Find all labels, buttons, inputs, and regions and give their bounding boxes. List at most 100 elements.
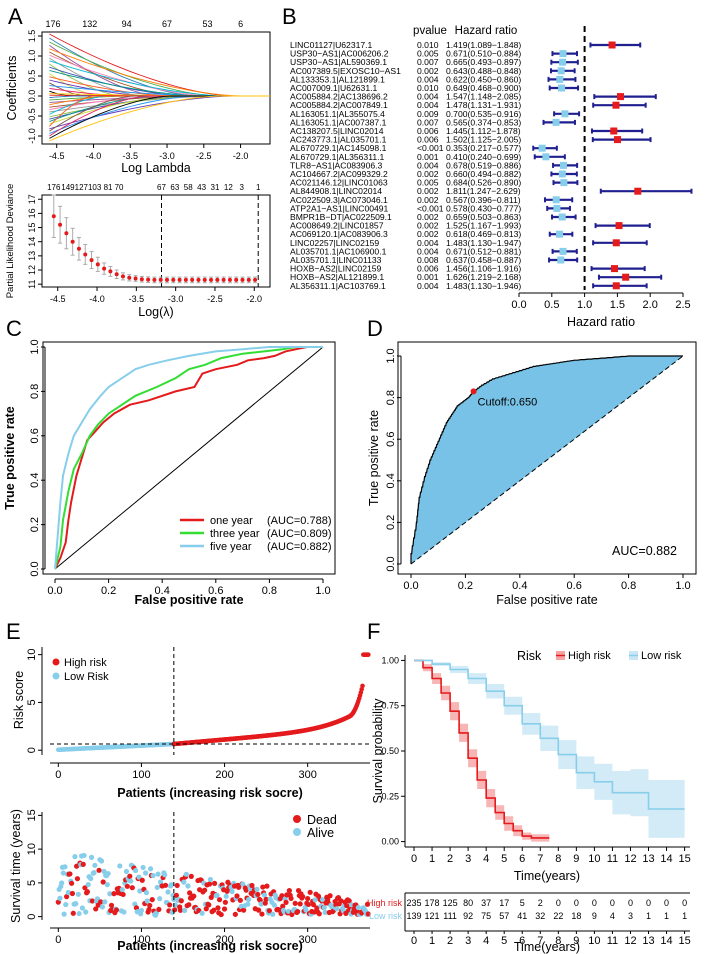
survival-point [73, 863, 80, 869]
survival-point [128, 878, 134, 884]
survival-point [321, 904, 327, 911]
survival-point [111, 891, 117, 897]
survival-point [92, 862, 98, 868]
survival-point [186, 902, 192, 908]
deviance-point [227, 277, 232, 282]
survival-point [80, 861, 86, 867]
top-axis-label: 31 [211, 183, 220, 192]
plot-frame [41, 31, 271, 145]
survival-point [182, 907, 188, 914]
survival-point [300, 893, 306, 900]
deviance-point [240, 277, 245, 282]
survival-point [243, 887, 249, 893]
deviance-point [177, 277, 182, 282]
risk-point [360, 683, 365, 689]
deviance-point [171, 277, 176, 282]
survival-point [162, 872, 168, 878]
pvalue-value: 0.010 [417, 40, 439, 50]
panel-label-c: C [6, 316, 22, 341]
hr-value: 0.410(0.240−0.699) [446, 152, 521, 162]
risk-table-cell: 178 [425, 898, 440, 908]
hr-value: 1.525(1.167−1.993) [446, 221, 521, 231]
y-tick-label: -1.0 [27, 128, 37, 144]
deviance-point [120, 274, 125, 279]
survival-point [174, 882, 180, 889]
hr-point [616, 93, 624, 101]
hr-value: 0.700(0.535−0.916) [446, 109, 521, 119]
gene-pair-label: USP30−AS1|AL590369.1 [290, 57, 387, 67]
gene-pair-label: AC069120.1|AC083906.3 [290, 229, 388, 239]
survival-point [241, 907, 247, 913]
pvalue-value: 0.004 [417, 92, 439, 102]
survival-point [283, 899, 289, 905]
survival-point [70, 910, 76, 916]
survival-point [62, 864, 68, 870]
x-tick-label: 0.2 [458, 580, 473, 592]
y-tick-label: 0.00 [381, 837, 399, 847]
x-tick-label: 0.4 [512, 580, 527, 592]
survival-point [172, 907, 178, 913]
roc-cutoff-plot: 0.0 0.2 0.4 0.6 0.8 1.0 0.0 0.2 0.4 0.6 0.8 1.0 Cuto… [367, 341, 697, 607]
x-tick-label: 15 [678, 853, 690, 865]
x-tick-label: 2.5 [675, 299, 690, 311]
x-tick-label: -3.0 [159, 151, 175, 161]
coefficient-path [49, 95, 270, 142]
x-tick-label: 0.0 [47, 585, 62, 597]
hr-value: 0.622(0.450−0.860) [446, 74, 521, 84]
hr-point [559, 247, 567, 255]
gene-pair-label: AL035701.1|AC106900.1 [290, 246, 387, 256]
survival-point [215, 905, 221, 911]
hr-point [557, 256, 565, 264]
survival-point [237, 897, 243, 903]
risk-table-cell: 37 [481, 898, 491, 908]
hr-value: 0.671(0.510−0.884) [446, 49, 521, 59]
plot-frame [41, 194, 271, 288]
pvalue-value: 0.010 [417, 83, 439, 93]
survival-curve [414, 659, 685, 810]
deviance-point [158, 277, 163, 282]
y-tick-label: 0.0 [29, 561, 41, 576]
survival-point [271, 902, 278, 908]
deviance-point [102, 266, 107, 271]
survival-point [93, 906, 99, 912]
survival-point [57, 895, 63, 901]
gene-pair-label: AC005884.2|AC007849.1 [290, 100, 388, 110]
survival-point [258, 901, 264, 907]
legend-label: Low risk [641, 650, 682, 662]
survival-curve [414, 659, 550, 839]
survival-point [100, 879, 106, 885]
x-tick-label: 0 [411, 935, 417, 947]
survival-point [138, 907, 145, 914]
legend-label: Dead [307, 813, 337, 827]
risk-table-cell: 4 [610, 911, 615, 921]
hr-point [552, 118, 560, 126]
risk-table-cell: 80 [463, 898, 473, 908]
survival-point [75, 891, 81, 897]
risk-table-cell: 0 [646, 898, 651, 908]
survival-point [211, 880, 218, 886]
x-tick-label: 0.0 [403, 580, 418, 592]
survival-point [223, 893, 229, 899]
risk-table-cell: 0 [574, 898, 579, 908]
x-tick-label: 0.0 [511, 299, 526, 311]
risk-table-cell: 9 [592, 911, 597, 921]
x-axis-title: False positive rate [134, 593, 243, 607]
hr-point [615, 222, 623, 230]
survival-point [167, 902, 173, 908]
y-tick-label: 13 [27, 251, 37, 261]
hr-value: 0.659(0.503−0.863) [446, 212, 521, 222]
y-tick-label: 1.0 [29, 339, 41, 354]
survival-point [232, 911, 238, 917]
pvalue-value: 0.004 [417, 100, 439, 110]
hr-value: 0.643(0.488−0.848) [446, 66, 521, 76]
gene-pair-label: AC021146.12|LINC01063 [290, 178, 388, 188]
x-tick-label: 12 [624, 853, 636, 865]
survival-point [338, 898, 344, 904]
pvalue-value: 0.001 [417, 152, 439, 162]
survival-point [365, 911, 371, 917]
gene-pair-label: AC138207.5|LINC02014 [290, 126, 384, 136]
survival-point [94, 896, 100, 902]
survival-point [154, 884, 160, 891]
risk-table-cell: 32 [535, 911, 545, 921]
